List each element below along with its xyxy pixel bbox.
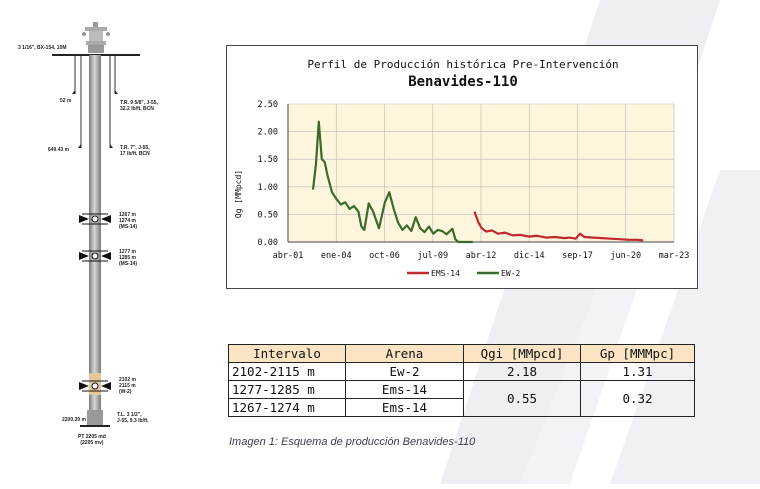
header-qgi: Qgi [MMpcd] bbox=[463, 344, 581, 363]
chart-canvas: Perfil de Producción histórica Pre-Inter… bbox=[234, 58, 690, 278]
depth-52-label: 52 m bbox=[60, 98, 72, 104]
cell-gp-merged: 0.32 bbox=[580, 380, 695, 417]
x-tick-label: ene-04 bbox=[321, 251, 352, 261]
y-axis-label: Qg [MMpcd] bbox=[234, 170, 243, 218]
cell-arena: Ems-14 bbox=[345, 380, 464, 399]
x-tick-label: mar-23 bbox=[659, 251, 690, 261]
perforation-ms14-a-label: 1267 m 1274 m (MS-14) bbox=[119, 212, 138, 230]
casing-7-label: T.R. 7", J-55, 17 lb/ft, BCN bbox=[120, 145, 150, 157]
y-tick-label: 0.50 bbox=[258, 210, 278, 220]
y-tick-label: 0.00 bbox=[258, 238, 278, 248]
table-row: 2102-2115 m Ew-2 2.18 1.31 bbox=[228, 362, 695, 381]
header-arena: Arena bbox=[345, 344, 464, 363]
wellbore-schematic bbox=[52, 22, 140, 427]
x-tick-label: oct-06 bbox=[369, 251, 400, 261]
y-tick-label: 2.00 bbox=[258, 128, 278, 138]
x-tick-label: dic-14 bbox=[514, 251, 545, 261]
legend-label-ems-14: EMS-14 bbox=[431, 269, 460, 278]
figure-caption: Imagen 1: Esquema de producción Benavide… bbox=[229, 436, 476, 448]
chart-title: Perfil de Producción histórica Pre-Inter… bbox=[307, 58, 618, 71]
depth-649-label: 649.43 m bbox=[48, 147, 70, 153]
depth-2200-label: 2200.39 m bbox=[62, 417, 86, 423]
casing-9-5-8-label: T.R. 9 5/8", J-55, 32.2 lb/ft, BCN bbox=[120, 100, 158, 112]
wellhead-icon bbox=[82, 22, 110, 53]
x-tick-label: sep-17 bbox=[562, 251, 593, 261]
perforation-ms14-b bbox=[79, 250, 111, 262]
cell-arena: Ew-2 bbox=[345, 362, 464, 381]
cell-arena: Ems-14 bbox=[345, 398, 464, 417]
chart-subtitle: Benavides-110 bbox=[408, 74, 518, 90]
cell-intervalo: 1267-1274 m bbox=[228, 398, 346, 417]
pt-label: PT 2205 md (2205 mv) bbox=[78, 434, 106, 446]
x-tick-label: abr-01 bbox=[273, 251, 304, 261]
series-line-ew-2 bbox=[311, 120, 473, 244]
production-table: Intervalo Arena Qgi [MMpcd] Gp [MMMpc] 2… bbox=[228, 344, 695, 417]
production-chart: Perfil de Producción histórica Pre-Inter… bbox=[226, 45, 698, 289]
y-tick-label: 1.50 bbox=[258, 155, 278, 165]
well-diagram: 3 1/16", BX-154, 10M 52 m T.R. 9 5/8", J… bbox=[0, 0, 210, 484]
cell-gp: 1.31 bbox=[580, 362, 695, 381]
x-tick-label: jul-09 bbox=[417, 251, 448, 261]
y-tick-label: 1.00 bbox=[258, 183, 278, 193]
header-gp: Gp [MMMpc] bbox=[580, 344, 695, 363]
table-header-row: Intervalo Arena Qgi [MMpcd] Gp [MMMpc] bbox=[228, 344, 695, 363]
table-row: 1267-1274 m Ems-14 bbox=[228, 398, 695, 417]
series-line-ems-14 bbox=[473, 211, 644, 242]
cell-qgi: 2.18 bbox=[463, 362, 581, 381]
perforation-w2 bbox=[79, 380, 111, 392]
header-intervalo: Intervalo bbox=[228, 344, 346, 363]
table-row: 1277-1285 m Ems-14 0.55 0.32 bbox=[228, 380, 695, 417]
perforation-w2-label: 2102 m 2115 m (W-2) bbox=[119, 377, 136, 395]
cell-intervalo: 2102-2115 m bbox=[228, 362, 346, 381]
x-tick-label: abr-12 bbox=[466, 251, 497, 261]
wellhead-label: 3 1/16", BX-154, 10M bbox=[18, 45, 67, 51]
x-tick-label: jun-20 bbox=[610, 251, 641, 261]
cell-qgi-merged: 0.55 bbox=[463, 380, 581, 417]
tubing-label: T.L. 3 1/2", J-55, 9.3 lb/ft. bbox=[117, 412, 149, 424]
cell-intervalo: 1277-1285 m bbox=[228, 380, 346, 399]
perforation-ms14-b-label: 1277 m 1285 m (MS-14) bbox=[119, 249, 138, 267]
legend-label-ew-2: EW-2 bbox=[501, 269, 520, 278]
y-tick-label: 2.50 bbox=[258, 100, 278, 110]
perforation-ms14-a bbox=[79, 213, 111, 225]
